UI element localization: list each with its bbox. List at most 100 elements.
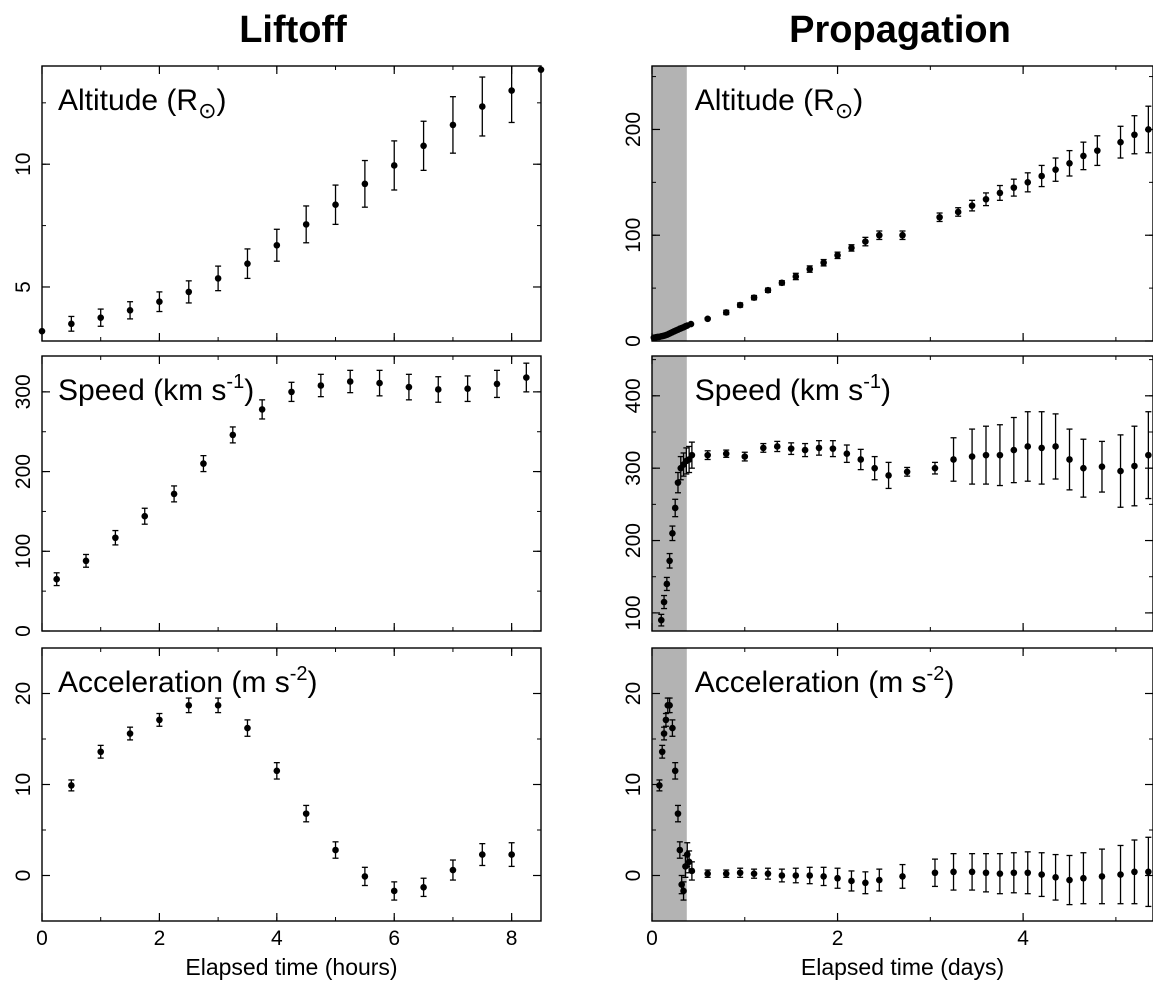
label-superscript: -2: [290, 663, 308, 685]
data-marker: [787, 445, 795, 452]
data-point: [1052, 413, 1059, 480]
data-point: [871, 455, 878, 481]
data-marker: [332, 846, 339, 854]
data-marker: [244, 260, 251, 267]
propagation-altitude-label: Altitude (R⊙): [695, 84, 864, 123]
data-marker: [1131, 462, 1138, 470]
data-point: [1010, 178, 1018, 197]
data-point: [876, 230, 883, 241]
y-tick-label: 0: [12, 625, 35, 637]
liftoff-acceleration-panel: 0 2 4 6 8 0 10 20 Acceleration (m s-2) Elapsed ti…: [12, 647, 542, 980]
data-marker: [185, 702, 193, 709]
propagation-speed-label: Speed (km s-1): [695, 371, 891, 407]
data-marker: [1145, 126, 1152, 133]
data-point: [1066, 854, 1073, 906]
y-tick-label: 0: [622, 335, 645, 347]
data-point: [346, 369, 354, 394]
data-marker: [1080, 464, 1087, 472]
data-marker: [663, 580, 671, 588]
data-marker: [876, 876, 883, 884]
data-point: [332, 841, 339, 859]
data-point: [214, 697, 222, 714]
data-marker: [778, 872, 786, 879]
data-point: [1094, 135, 1101, 167]
data-marker: [302, 221, 310, 228]
data-point: [996, 424, 1004, 487]
data-point: [968, 853, 976, 891]
data-point: [1145, 411, 1152, 500]
label-superscript: -2: [927, 663, 945, 685]
data-marker: [680, 887, 687, 895]
liftoff-altitude-panel: 5 10 Altitude (R⊙): [12, 65, 545, 342]
data-marker: [493, 380, 501, 388]
y-tick-label: 100: [12, 534, 35, 569]
data-marker: [843, 450, 851, 457]
data-point: [722, 309, 730, 316]
data-point: [1145, 105, 1152, 154]
data-marker: [464, 385, 471, 392]
data-marker: [141, 512, 149, 520]
data-point: [464, 375, 471, 403]
data-point: [741, 451, 749, 462]
y-tick-label: 0: [12, 870, 35, 882]
y-tick-label: 200: [622, 112, 645, 147]
data-point: [332, 184, 339, 226]
data-marker: [1094, 147, 1101, 154]
data-point: [53, 572, 60, 587]
sun-symbol: ⊙: [198, 98, 216, 123]
propagation-acceleration-panel: 0 2 4 0 10 20 Acceleration (m s-2) Elapsed time…: [622, 647, 1153, 980]
data-point: [658, 744, 666, 759]
data-point: [801, 442, 809, 458]
data-point: [950, 437, 957, 482]
data-marker: [376, 379, 383, 387]
data-marker: [736, 869, 744, 877]
data-point: [931, 461, 939, 475]
data-point: [1066, 428, 1073, 491]
data-marker: [857, 456, 865, 463]
data-point: [829, 440, 837, 458]
data-marker: [405, 383, 413, 391]
data-point: [778, 279, 786, 287]
data-point: [1038, 411, 1045, 485]
data-marker: [931, 464, 939, 472]
data-point: [97, 308, 105, 327]
label-text: Acceleration (m s: [695, 666, 927, 699]
data-marker: [126, 307, 134, 314]
data-marker: [862, 879, 869, 887]
data-marker: [1010, 184, 1018, 191]
data-point: [996, 853, 1004, 895]
data-marker: [420, 884, 427, 891]
data-point: [666, 552, 673, 569]
label-close: ): [944, 666, 954, 699]
data-marker: [704, 451, 711, 459]
data-point: [82, 553, 90, 568]
y-tick-label: 10: [12, 773, 35, 796]
data-marker: [478, 103, 486, 110]
data-marker: [1024, 179, 1032, 186]
left-column-title: Liftoff: [239, 9, 347, 51]
data-point: [273, 228, 281, 262]
data-marker: [420, 142, 427, 150]
data-marker: [214, 275, 222, 282]
data-marker: [229, 431, 237, 439]
data-marker: [658, 748, 666, 756]
data-point: [931, 858, 939, 888]
plot-frame: [41, 355, 542, 632]
data-point: [244, 719, 251, 737]
data-marker: [666, 702, 673, 709]
data-point: [1010, 852, 1018, 894]
data-marker: [273, 767, 281, 775]
data-marker: [288, 388, 295, 396]
data-marker: [676, 846, 684, 854]
data-marker: [508, 851, 515, 858]
data-marker: [1052, 443, 1059, 450]
data-point: [688, 441, 696, 469]
label-text: Speed (km s: [58, 374, 226, 407]
label-text: Altitude (R: [58, 84, 198, 117]
data-point: [1024, 851, 1032, 895]
data-marker: [1010, 869, 1018, 877]
data-point: [674, 471, 682, 494]
label-close: ): [244, 374, 254, 407]
data-point: [1024, 411, 1032, 482]
